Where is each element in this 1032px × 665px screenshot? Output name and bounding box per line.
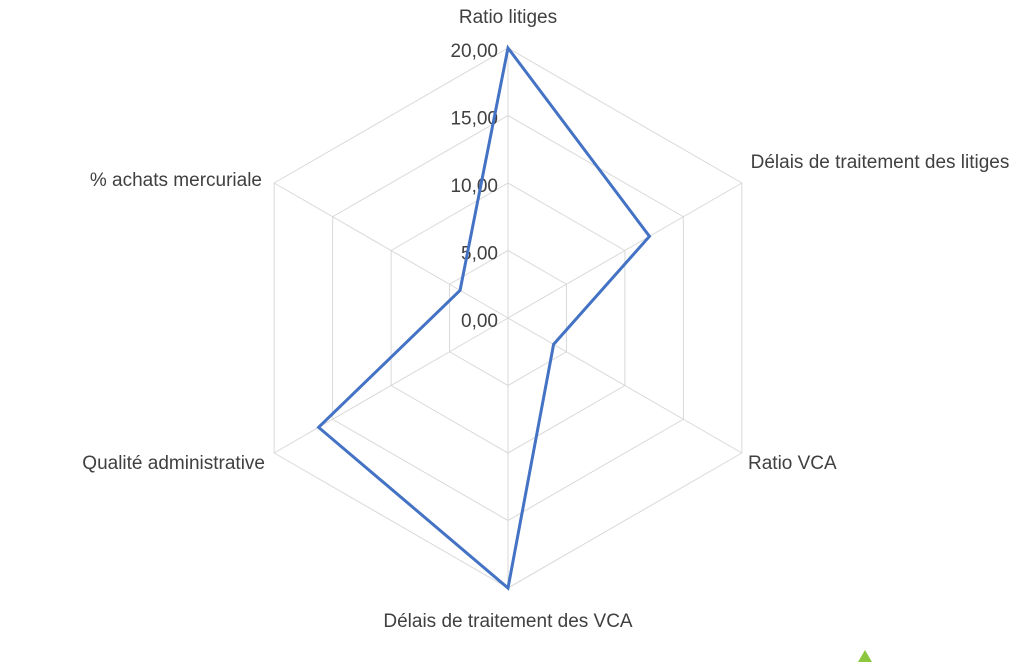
radar-line <box>316 44 652 591</box>
category-label: Délais de traitement des VCA <box>383 611 633 632</box>
tick-label: 10,00 <box>450 176 498 197</box>
tick-label: 5,00 <box>461 244 498 265</box>
spoke <box>507 182 743 319</box>
tick-label: 20,00 <box>450 41 498 62</box>
category-label: Ratio VCA <box>748 453 837 474</box>
spoke <box>273 182 509 319</box>
tick-label: 15,00 <box>450 109 498 130</box>
category-label: % achats mercuriale <box>89 170 262 191</box>
category-label: Qualité administrative <box>82 453 265 474</box>
spoke <box>273 317 509 454</box>
category-label: Ratio litiges <box>458 7 558 28</box>
tick-label: 0,00 <box>461 311 498 332</box>
decoration <box>858 650 872 662</box>
category-label: Délais de traitement des litiges <box>750 152 1010 173</box>
spoke <box>507 317 743 454</box>
